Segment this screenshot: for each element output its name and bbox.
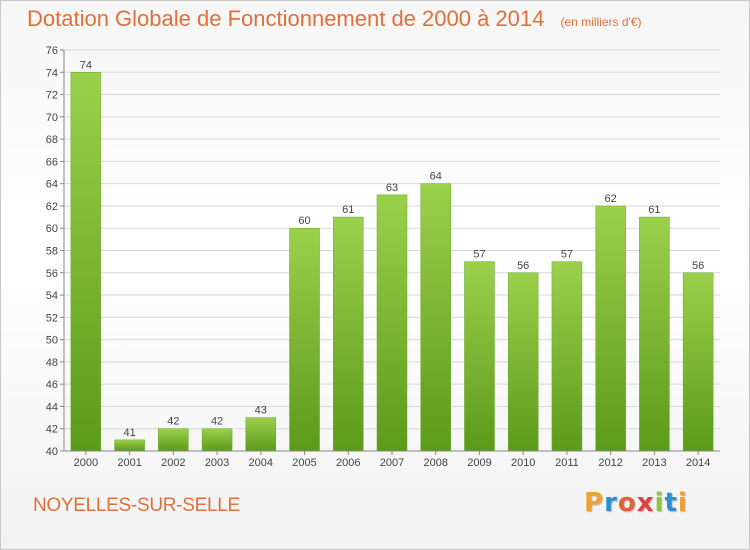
bar-value-label: 62 — [605, 193, 617, 205]
y-axis: 40 42 44 46 48 50 52 54 56 58 60 62 64 66 68 70 72 74 76 — [46, 45, 65, 458]
x-axis: 2000 2001 2002 2003 2004 2005 2006 2007 2008 2009… — [64, 450, 720, 469]
x-tick-label: 2005 — [292, 457, 316, 469]
y-tick-label: 70 — [46, 112, 58, 124]
x-tick-label: 2014 — [686, 457, 710, 469]
bar-value-label: 42 — [211, 416, 223, 428]
logo-letter: i — [654, 488, 665, 518]
bar-value-label: 64 — [430, 171, 442, 183]
bar-value-label: 41 — [123, 427, 135, 439]
bar-value-label: 43 — [255, 405, 267, 417]
y-tick-label: 46 — [46, 379, 58, 391]
x-tick-label: 2003 — [205, 457, 229, 469]
y-tick-label: 56 — [46, 268, 58, 280]
x-tick-label: 2001 — [117, 457, 141, 469]
logo-letter: x — [636, 488, 655, 518]
x-tick-label: 2009 — [467, 457, 491, 469]
logo-letter: i — [677, 488, 688, 518]
x-tick-label: 2004 — [249, 457, 273, 469]
bar — [114, 439, 145, 452]
bar — [158, 428, 189, 452]
bar — [595, 205, 626, 452]
x-tick-label: 2013 — [642, 457, 666, 469]
y-tick-label: 74 — [46, 67, 58, 79]
y-tick-label: 64 — [46, 179, 58, 191]
bar-value-label: 56 — [692, 260, 704, 272]
bar — [464, 261, 495, 452]
bar-value-label: 60 — [298, 215, 310, 227]
y-tick-label: 66 — [46, 156, 58, 168]
y-tick-label: 62 — [46, 201, 58, 213]
x-tick-label: 2012 — [598, 457, 622, 469]
x-tick-label: 2011 — [555, 457, 579, 469]
bars: 74 41 42 42 43 60 61 63 64 57 56 57 62 61 56 — [70, 59, 714, 452]
x-tick-label: 2008 — [423, 457, 447, 469]
bar — [639, 216, 670, 452]
bar-value-label: 56 — [517, 260, 529, 272]
y-tick-label: 44 — [46, 401, 58, 413]
bar-value-label: 61 — [648, 204, 660, 216]
x-tick-label: 2006 — [336, 457, 360, 469]
y-tick-label: 68 — [46, 134, 58, 146]
bar — [682, 272, 714, 452]
bar-value-label: 42 — [167, 416, 179, 428]
chart-title-text: Dotation Globale de Fonctionnement de 20… — [27, 6, 545, 31]
proxiti-logo: Proxiti — [584, 488, 688, 518]
y-tick-label: 48 — [46, 357, 58, 369]
bar — [70, 72, 102, 452]
bar — [201, 428, 233, 452]
bar-value-label: 63 — [386, 182, 398, 194]
y-tick-label: 52 — [46, 312, 58, 324]
y-tick-label: 72 — [46, 90, 58, 102]
logo-letter: r — [604, 488, 618, 518]
x-tick-label: 2010 — [511, 457, 535, 469]
logo-letter: t — [664, 488, 678, 518]
logo-letter: P — [584, 488, 605, 518]
bar — [245, 417, 277, 452]
bar — [507, 272, 539, 452]
x-tick-label: 2007 — [380, 457, 404, 469]
chart-subtitle: (en milliers d'€) — [560, 15, 642, 29]
commune-name: NOYELLES-SUR-SELLE — [33, 495, 240, 516]
y-tick-label: 60 — [46, 223, 58, 235]
y-tick-label: 76 — [46, 45, 58, 57]
y-tick-label: 50 — [46, 335, 58, 347]
bar-value-label: 57 — [561, 249, 573, 261]
bar — [333, 216, 364, 452]
bar — [289, 227, 320, 452]
bar — [551, 261, 583, 452]
x-tick-label: 2002 — [161, 457, 185, 469]
y-tick-label: 40 — [46, 446, 58, 458]
bar — [420, 183, 451, 452]
y-tick-label: 54 — [46, 290, 58, 302]
bar-value-label: 61 — [342, 204, 354, 216]
y-tick-label: 42 — [46, 424, 58, 436]
logo-letter: o — [617, 488, 637, 518]
bar — [376, 194, 408, 452]
bar-value-label: 74 — [80, 59, 92, 71]
x-tick-label: 2000 — [74, 457, 98, 469]
y-tick-label: 58 — [46, 246, 58, 258]
bar-value-label: 57 — [473, 249, 485, 261]
chart-title: Dotation Globale de Fonctionnement de 20… — [27, 6, 642, 32]
